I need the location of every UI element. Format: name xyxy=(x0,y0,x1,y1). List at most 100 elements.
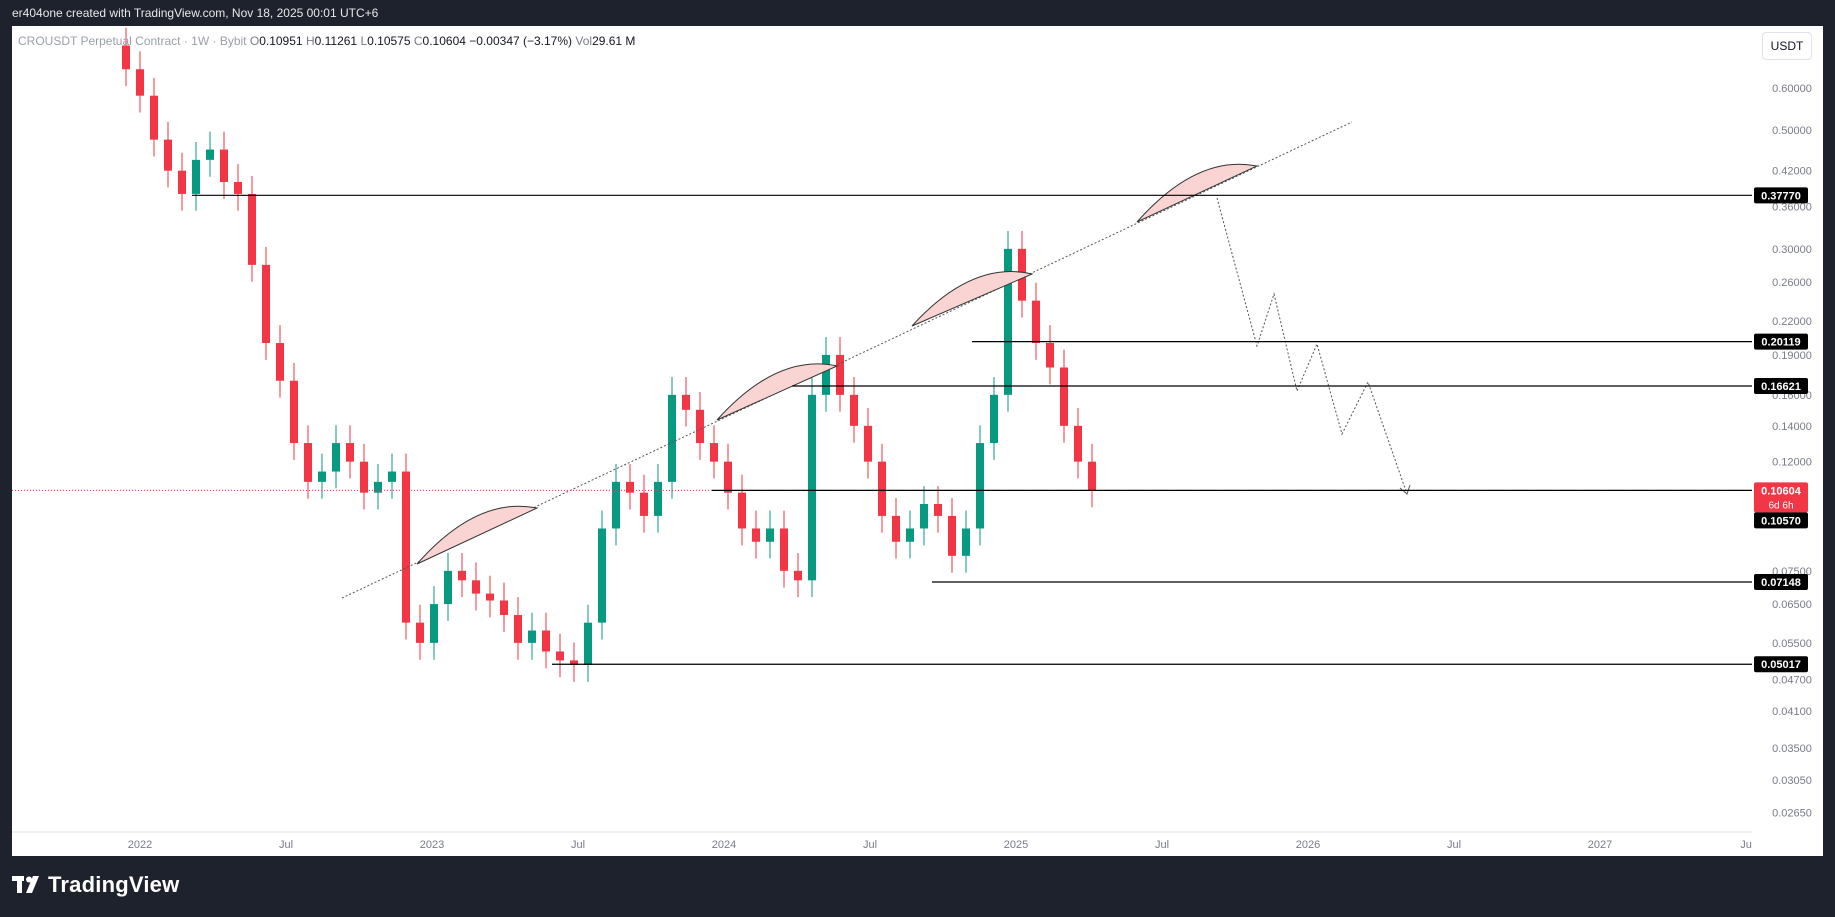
ohlc-legend: CROUSDT Perpetual Contract · 1W · Bybit … xyxy=(18,34,635,48)
candle-body xyxy=(724,461,732,493)
candle-body xyxy=(374,481,382,493)
symbol-label[interactable]: CROUSDT Perpetual Contract · 1W · Bybit xyxy=(18,34,247,48)
open-key: O xyxy=(249,34,260,48)
rejection-arc xyxy=(716,363,839,421)
candle-body xyxy=(500,600,508,616)
candle-body xyxy=(234,182,242,194)
y-tick-label: 0.03050 xyxy=(1772,775,1812,787)
level-price-label: 0.37770 xyxy=(1761,190,1801,202)
y-tick-label: 0.04100 xyxy=(1772,706,1812,718)
y-tick-label: 0.60000 xyxy=(1772,83,1812,95)
candle-body xyxy=(528,630,536,643)
candle-body xyxy=(654,481,662,516)
x-tick-label: 2027 xyxy=(1588,839,1612,851)
x-tick-label: Jul xyxy=(1447,839,1461,851)
candle-body xyxy=(752,528,760,542)
currency-button[interactable]: USDT xyxy=(1762,32,1812,60)
level-price-label: 0.05017 xyxy=(1761,659,1801,671)
x-tick-label: Ju xyxy=(1740,839,1752,851)
candle-body xyxy=(122,45,130,70)
candle-body xyxy=(962,528,970,556)
candle-body xyxy=(766,528,774,542)
candle-body xyxy=(878,461,886,516)
candle-body xyxy=(1088,461,1096,491)
candle-body xyxy=(192,159,200,194)
candle-body xyxy=(248,193,256,265)
candle-body xyxy=(318,471,326,482)
high-key: H xyxy=(305,34,315,48)
candle-body xyxy=(178,170,186,194)
candle-body xyxy=(206,149,214,160)
candle-body xyxy=(696,409,704,444)
low-key: L xyxy=(360,34,368,48)
candle-body xyxy=(710,443,718,462)
x-tick-label: 2022 xyxy=(128,839,152,851)
candle-body xyxy=(836,354,844,395)
bar-countdown-label: 6d 6h xyxy=(1768,500,1793,511)
candle-body xyxy=(598,528,606,623)
y-tick-label: 0.36000 xyxy=(1772,201,1812,213)
x-tick-label: Jul xyxy=(279,839,293,851)
tradingview-brand[interactable]: TradingView xyxy=(12,872,179,898)
candle-body xyxy=(864,425,872,462)
low-price-label: 0.10570 xyxy=(1761,515,1801,527)
candle-body xyxy=(808,394,816,581)
close-value: 0.10604 xyxy=(422,34,466,48)
candle-body xyxy=(388,471,396,482)
candle-body xyxy=(514,615,522,643)
y-tick-label: 0.30000 xyxy=(1772,244,1812,256)
current-price-label: 0.10604 xyxy=(1761,485,1802,497)
candle-body xyxy=(304,443,312,482)
y-tick-label: 0.26000 xyxy=(1772,277,1812,289)
projected-path xyxy=(1216,197,1408,495)
candle-body xyxy=(444,570,452,605)
candle-body xyxy=(402,471,410,623)
candle-body xyxy=(262,264,270,344)
y-tick-label: 0.42000 xyxy=(1772,166,1812,178)
candle-body xyxy=(738,492,746,529)
candle-body xyxy=(332,443,340,472)
high-value: 0.11261 xyxy=(314,34,358,48)
candle-body xyxy=(682,394,690,410)
candle-body xyxy=(472,580,480,594)
candle-body xyxy=(1046,343,1054,368)
price-chart[interactable]: 2022 Jul 2023 Jul 2024 Jul 2025 Jul 2026 Jul 2027 J… xyxy=(12,26,1823,856)
candle-body xyxy=(668,394,676,482)
candle-body xyxy=(640,492,648,516)
y-tick-label: 0.05500 xyxy=(1772,638,1812,650)
y-tick-label: 0.22000 xyxy=(1772,316,1812,328)
candle-body xyxy=(822,354,830,395)
level-price-tag xyxy=(1754,377,1808,394)
candle-body xyxy=(1032,300,1040,344)
y-tick-label: 0.02650 xyxy=(1772,807,1812,819)
brand-name: TradingView xyxy=(48,872,180,897)
credit-bar: er404one created with TradingView.com, N… xyxy=(0,0,1835,26)
y-tick-label: 0.03500 xyxy=(1772,743,1812,755)
candle-body xyxy=(220,149,228,183)
y-tick-label: 0.12000 xyxy=(1772,457,1812,469)
candle-body xyxy=(1060,367,1068,426)
candle-body xyxy=(486,593,494,601)
x-tick-label: 2026 xyxy=(1296,839,1320,851)
chart-panel[interactable]: 2022 Jul 2023 Jul 2024 Jul 2025 Jul 2026 Jul 2027 J… xyxy=(12,26,1823,856)
current-price-tag xyxy=(1754,482,1808,513)
close-key: C xyxy=(413,34,423,48)
change-value: −0.00347 (−3.17%) xyxy=(469,34,573,48)
candle-body xyxy=(164,139,172,171)
candle-body xyxy=(290,380,298,444)
candle-body xyxy=(612,481,620,529)
candle-body xyxy=(780,528,788,571)
y-tick-label: 0.06500 xyxy=(1772,599,1812,611)
candle-body xyxy=(1004,248,1012,395)
x-tick-label: 2024 xyxy=(712,839,736,851)
x-tick-label: 2023 xyxy=(420,839,444,851)
candle-body xyxy=(990,394,998,444)
candle-body xyxy=(416,622,424,643)
level-price-tag xyxy=(1754,333,1808,350)
tradingview-logo-icon xyxy=(12,876,39,893)
candle-body xyxy=(934,504,942,516)
candle-body xyxy=(430,604,438,643)
x-tick-label: 2025 xyxy=(1004,839,1028,851)
low-value: 0.10575 xyxy=(367,34,411,48)
